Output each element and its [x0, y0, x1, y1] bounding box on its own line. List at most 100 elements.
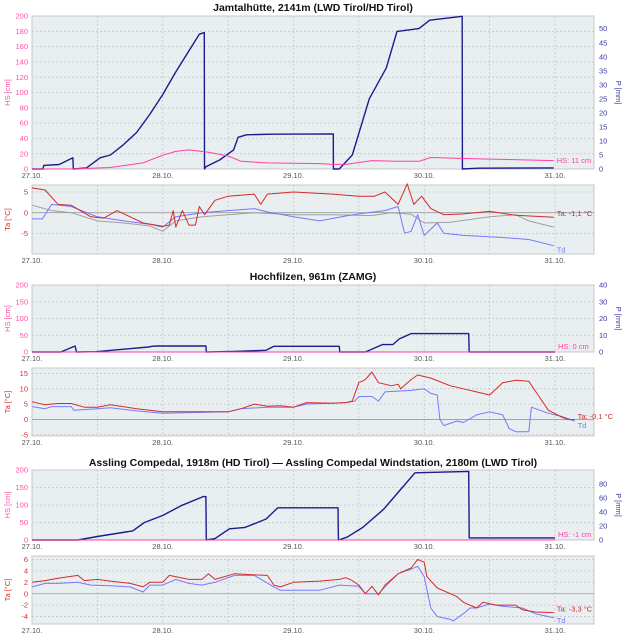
- y-right-tick-label: 45: [599, 38, 607, 47]
- y-right-tick-label: 80: [599, 480, 607, 489]
- hs-end-label: HS: -1 cm: [558, 530, 591, 539]
- y-axis-label: HS [cm]: [3, 492, 12, 519]
- x-tick-label: 31.10.: [545, 354, 566, 363]
- y-axis-label: Ta [°C]: [3, 208, 12, 231]
- y-right-tick-label: 40: [599, 52, 607, 61]
- y-tick-label: -5: [21, 430, 28, 439]
- x-tick-label: 27.10.: [22, 438, 43, 447]
- y-right-tick-label: 50: [599, 24, 607, 33]
- y-tick-label: 180: [15, 27, 28, 36]
- chart-title: Jamtalhütte, 2141m (LWD Tirol/HD Tirol): [213, 2, 413, 14]
- chart-2-ta-panel: [31, 367, 595, 437]
- y-right-tick-label: 35: [599, 66, 607, 75]
- y-tick-label: 80: [20, 103, 28, 112]
- x-tick-label: 27.10.: [22, 171, 43, 180]
- x-tick-label: 30.10.: [414, 171, 435, 180]
- x-tick-label: 31.10.: [545, 256, 566, 265]
- y-right-tick-label: 60: [599, 494, 607, 503]
- ta-end-label: Ta: -1,1 °C: [557, 209, 593, 218]
- y-tick-label: 120: [15, 73, 28, 82]
- x-tick-label: 29.10.: [283, 542, 304, 551]
- x-tick-label: 28.10.: [152, 626, 173, 635]
- y-tick-label: 5: [24, 400, 28, 409]
- x-tick-label: 28.10.: [152, 438, 173, 447]
- y-right-axis-label: P [mm]: [614, 81, 623, 105]
- chart-title: Hochfilzen, 961m (ZAMG): [250, 271, 377, 283]
- y-tick-label: 0: [24, 208, 28, 217]
- chart-title: Assling Compedal, 1918m (HD Tirol) — Ass…: [89, 457, 537, 469]
- ta-series-line: [31, 371, 575, 421]
- y-right-tick-label: 30: [599, 80, 607, 89]
- y-tick-label: 0: [24, 348, 28, 357]
- y-right-tick-label: 30: [599, 297, 607, 306]
- x-tick-label: 28.10.: [152, 354, 173, 363]
- y-right-tick-label: 25: [599, 94, 607, 103]
- y-tick-label: 20: [20, 149, 28, 158]
- x-tick-label: 30.10.: [414, 626, 435, 635]
- y-right-tick-label: 20: [599, 108, 607, 117]
- y-right-tick-label: 10: [599, 331, 607, 340]
- y-tick-label: 0: [24, 415, 28, 424]
- x-tick-label: 30.10.: [414, 542, 435, 551]
- y-right-tick-label: 20: [599, 522, 607, 531]
- y-tick-label: 10: [20, 384, 28, 393]
- x-tick-label: 27.10.: [22, 354, 43, 363]
- y-tick-label: 0: [24, 589, 28, 598]
- y-tick-label: 100: [15, 314, 28, 323]
- y-axis-label: Ta [°C]: [3, 579, 12, 602]
- y-tick-label: -2: [21, 601, 28, 610]
- y-tick-label: 2: [24, 578, 28, 587]
- td-end-label: Td: [557, 246, 566, 255]
- y-tick-label: 50: [20, 518, 28, 527]
- y-right-axis-label: P [mm]: [614, 307, 623, 331]
- x-tick-label: 28.10.: [152, 256, 173, 265]
- y-tick-label: 140: [15, 58, 28, 67]
- x-tick-label: 31.10.: [545, 542, 566, 551]
- x-tick-label: 27.10.: [22, 542, 43, 551]
- y-tick-label: 50: [20, 331, 28, 340]
- y-tick-label: 6: [24, 555, 28, 564]
- y-right-tick-label: 10: [599, 137, 607, 146]
- x-tick-label: 29.10.: [283, 171, 304, 180]
- y-tick-label: 100: [15, 88, 28, 97]
- y-right-tick-label: 20: [599, 314, 607, 323]
- y-right-tick-label: 40: [599, 281, 607, 290]
- td-series-line: [32, 203, 554, 247]
- y-tick-label: -4: [21, 612, 28, 621]
- x-tick-label: 31.10.: [545, 438, 566, 447]
- p-series-line: [32, 470, 555, 541]
- x-tick-label: 29.10.: [283, 438, 304, 447]
- y-tick-label: 60: [20, 119, 28, 128]
- y-right-axis-label: P [mm]: [614, 493, 623, 517]
- y-tick-label: 200: [15, 12, 28, 21]
- ta-series-line: [31, 558, 554, 614]
- y-tick-label: 0: [24, 536, 28, 545]
- hs-end-label: HS: 11 cm: [557, 156, 591, 165]
- y-tick-label: 40: [20, 134, 28, 143]
- y-tick-label: 200: [15, 466, 28, 475]
- ta-end-label: Ta: -3,3 °C: [557, 605, 593, 614]
- p-series-line: [32, 15, 554, 170]
- grey-series-line: [31, 204, 554, 232]
- y-tick-label: 4: [24, 566, 28, 575]
- y-right-tick-label: 15: [599, 122, 607, 131]
- x-tick-label: 28.10.: [152, 542, 173, 551]
- td-end-label: Td: [557, 616, 566, 625]
- y-tick-label: 160: [15, 42, 28, 51]
- y-tick-label: 15: [20, 369, 28, 378]
- x-tick-label: 30.10.: [414, 438, 435, 447]
- x-tick-label: 29.10.: [283, 354, 304, 363]
- ta-series-line: [31, 183, 554, 228]
- td-end-label: Td: [578, 421, 587, 430]
- x-tick-label: 31.10.: [545, 171, 566, 180]
- y-right-tick-label: 40: [599, 508, 607, 517]
- y-tick-label: 200: [15, 281, 28, 290]
- x-tick-label: 29.10.: [283, 256, 304, 265]
- td-series-line: [31, 565, 554, 622]
- y-axis-label: HS [cm]: [3, 305, 12, 332]
- hs-series-line: [32, 149, 554, 170]
- td-series-line: [31, 388, 575, 433]
- x-tick-label: 30.10.: [414, 256, 435, 265]
